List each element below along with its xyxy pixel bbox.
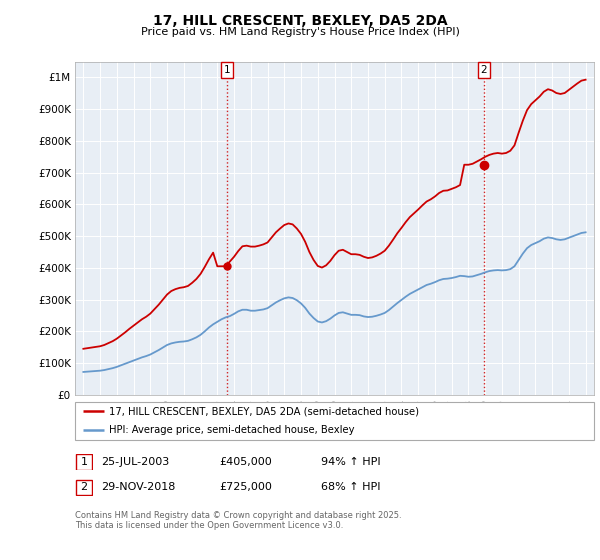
Text: 2: 2 bbox=[481, 65, 487, 75]
Text: HPI: Average price, semi-detached house, Bexley: HPI: Average price, semi-detached house,… bbox=[109, 425, 354, 435]
Text: 29-NOV-2018: 29-NOV-2018 bbox=[101, 482, 175, 492]
Text: 68% ↑ HPI: 68% ↑ HPI bbox=[321, 482, 380, 492]
Text: 2: 2 bbox=[80, 482, 88, 492]
Text: £725,000: £725,000 bbox=[219, 482, 272, 492]
Text: 25-JUL-2003: 25-JUL-2003 bbox=[101, 457, 169, 467]
Text: 17, HILL CRESCENT, BEXLEY, DA5 2DA (semi-detached house): 17, HILL CRESCENT, BEXLEY, DA5 2DA (semi… bbox=[109, 406, 419, 416]
Text: Contains HM Land Registry data © Crown copyright and database right 2025.
This d: Contains HM Land Registry data © Crown c… bbox=[75, 511, 401, 530]
Text: 17, HILL CRESCENT, BEXLEY, DA5 2DA: 17, HILL CRESCENT, BEXLEY, DA5 2DA bbox=[152, 14, 448, 28]
Text: 94% ↑ HPI: 94% ↑ HPI bbox=[321, 457, 380, 467]
Text: Price paid vs. HM Land Registry's House Price Index (HPI): Price paid vs. HM Land Registry's House … bbox=[140, 27, 460, 37]
Text: 1: 1 bbox=[80, 457, 88, 467]
Text: £405,000: £405,000 bbox=[219, 457, 272, 467]
Text: 1: 1 bbox=[223, 65, 230, 75]
FancyBboxPatch shape bbox=[75, 402, 594, 440]
